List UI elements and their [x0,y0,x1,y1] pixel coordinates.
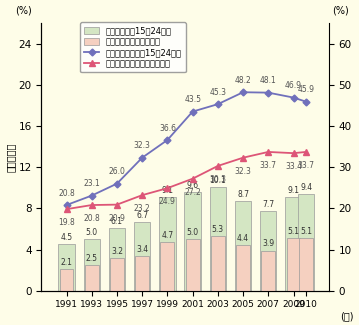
Text: 45.9: 45.9 [298,85,314,94]
Bar [160,242,174,291]
Text: 2.1: 2.1 [61,258,73,267]
Text: 20.9: 20.9 [108,214,125,223]
Bar [299,238,313,291]
Bar [85,265,99,291]
Bar [60,269,74,291]
Bar [134,222,150,291]
Text: 7.7: 7.7 [262,201,274,209]
Bar [286,238,300,291]
Text: 27.2: 27.2 [184,188,201,197]
Text: 33.7: 33.7 [260,161,277,170]
Text: 24.9: 24.9 [159,197,176,206]
Text: 48.1: 48.1 [260,76,277,85]
Text: 5.0: 5.0 [187,228,199,237]
Bar [135,256,149,291]
Bar [185,192,201,291]
Text: 4.7: 4.7 [161,231,173,240]
Text: 26.0: 26.0 [108,167,125,176]
Text: 6.1: 6.1 [111,217,123,226]
Text: 23.2: 23.2 [134,204,150,213]
Bar [285,197,302,291]
Text: 4.4: 4.4 [237,234,249,243]
Text: 20.8: 20.8 [83,214,100,223]
Text: 9.4: 9.4 [300,183,312,192]
Text: 3.9: 3.9 [262,240,274,249]
Text: 33.4: 33.4 [285,162,302,171]
Text: 9.1: 9.1 [162,186,173,195]
Text: 5.0: 5.0 [86,228,98,237]
Bar [159,197,176,291]
Bar [210,187,226,291]
Text: 3.4: 3.4 [136,245,148,254]
Text: 5.1: 5.1 [288,227,299,236]
Text: 23.1: 23.1 [83,179,100,188]
Legend: 完全失業率（15～24歳）, 完全失業率（全年齢計）, 非正規雇用割合（15～24歳）, 非正規雇用割合（全年齢計）: 完全失業率（15～24歳）, 完全失業率（全年齢計）, 非正規雇用割合（15～2… [80,22,186,72]
Text: (%): (%) [15,5,32,15]
Text: (年): (年) [340,311,354,321]
Text: (%): (%) [332,5,349,15]
Bar [298,194,314,291]
Bar [58,244,75,291]
Bar [109,228,125,291]
Text: 32.3: 32.3 [134,141,151,150]
Text: 45.3: 45.3 [209,88,226,97]
Text: 5.3: 5.3 [212,225,224,234]
Text: 8.7: 8.7 [237,190,249,199]
Text: 4.5: 4.5 [60,233,73,242]
Text: 6.7: 6.7 [136,211,148,220]
Y-axis label: 完全失業率: 完全失業率 [5,142,15,172]
Bar [260,212,276,291]
Text: 48.2: 48.2 [235,76,251,85]
Text: 36.6: 36.6 [159,124,176,133]
Text: 3.2: 3.2 [111,247,123,256]
Text: 20.8: 20.8 [58,188,75,198]
Bar [235,201,251,291]
Bar [110,258,124,291]
Text: 46.9: 46.9 [285,81,302,90]
Text: 9.1: 9.1 [288,186,299,195]
Bar [261,251,275,291]
Bar [186,239,200,291]
Text: 43.5: 43.5 [184,95,201,104]
Bar [84,239,100,291]
Text: 5.1: 5.1 [300,227,312,236]
Text: 2.5: 2.5 [86,254,98,263]
Bar [236,245,250,291]
Text: 33.7: 33.7 [298,161,314,170]
Text: 10.1: 10.1 [209,176,226,185]
Text: 19.8: 19.8 [58,218,75,227]
Text: 30.3: 30.3 [209,175,226,184]
Text: 9.6: 9.6 [187,181,199,190]
Text: 32.3: 32.3 [235,167,252,176]
Bar [211,236,225,291]
